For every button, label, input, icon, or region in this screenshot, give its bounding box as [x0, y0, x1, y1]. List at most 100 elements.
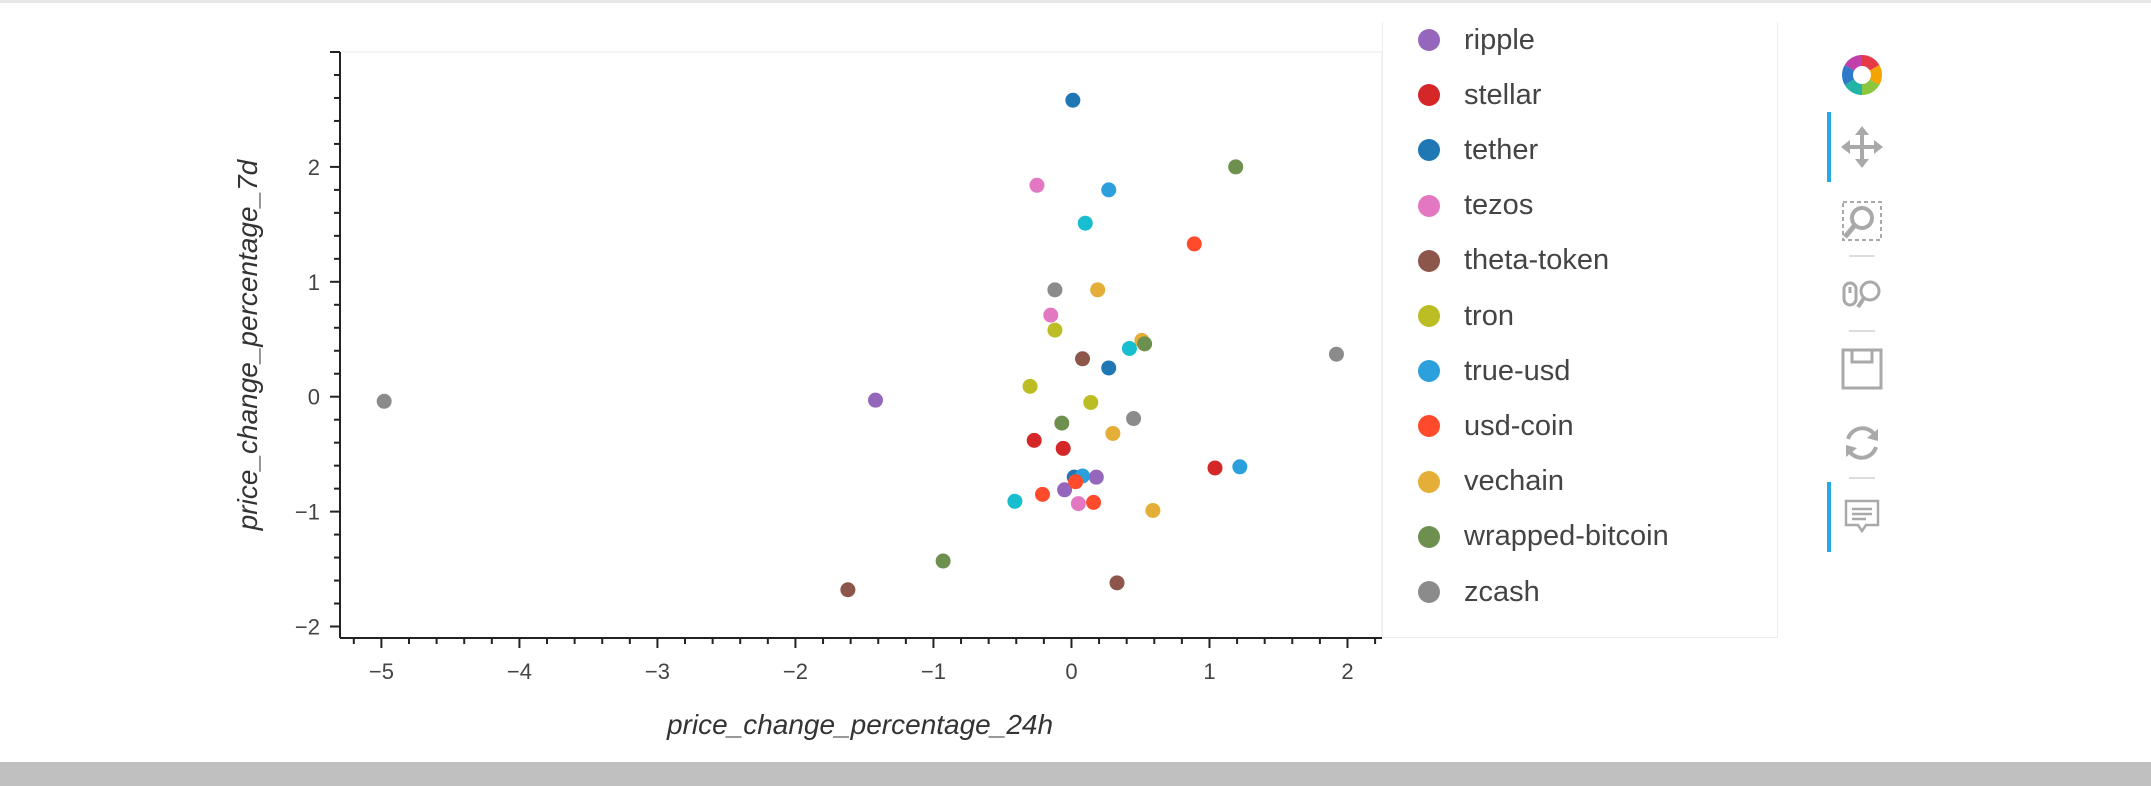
data-point[interactable] [1101, 360, 1117, 376]
legend-label: true-usd [1464, 354, 1571, 387]
legend-label: theta-token [1464, 244, 1610, 277]
legend-item[interactable]: stellar [1383, 75, 1541, 115]
data-point[interactable] [1207, 460, 1223, 476]
data-point[interactable] [1145, 502, 1161, 518]
x-tick-label: 2 [1341, 659, 1353, 684]
x-axis-label: price_change_percentage_24h [666, 709, 1053, 740]
reset-tool[interactable] [1822, 408, 1902, 478]
legend-swatch [1418, 305, 1440, 327]
legend-swatch [1418, 249, 1440, 272]
y-axis-label: price_change_percentage_7d [232, 158, 263, 531]
data-point[interactable] [1029, 177, 1045, 193]
legend-label: tezos [1464, 189, 1534, 222]
legend-label: vechain [1464, 465, 1564, 498]
legend-label: stellar [1464, 78, 1542, 111]
data-point[interactable] [1047, 282, 1063, 298]
data-point[interactable] [1105, 425, 1121, 441]
box-zoom-icon [1840, 199, 1884, 243]
legend-item[interactable]: tron [1383, 296, 1514, 336]
data-point[interactable] [1137, 336, 1153, 352]
data-point[interactable] [1070, 496, 1086, 512]
bokeh-logo-icon [1838, 51, 1886, 99]
x-tick-label: −3 [645, 659, 670, 684]
data-point[interactable] [1065, 92, 1081, 108]
data-point[interactable] [1228, 159, 1244, 175]
legend-item[interactable]: wrapped-bitcoin [1383, 517, 1669, 557]
top-rule [0, 0, 2151, 3]
pan-icon [1840, 125, 1884, 169]
legend-item[interactable]: tezos [1383, 186, 1533, 226]
data-point[interactable] [1022, 378, 1038, 394]
data-point[interactable] [867, 392, 883, 408]
legend-label: tether [1464, 133, 1539, 166]
legend-item[interactable]: vechain [1383, 462, 1564, 502]
data-point[interactable] [1068, 474, 1084, 490]
y-tick-label: 2 [308, 155, 320, 180]
save-tool[interactable] [1822, 334, 1902, 404]
y-tick-label: −2 [295, 615, 320, 640]
legend-label: wrapped-bitcoin [1464, 520, 1669, 553]
data-point[interactable] [1034, 486, 1050, 502]
y-tick-label: −1 [295, 500, 320, 525]
x-tick-label: −1 [921, 659, 946, 684]
data-point[interactable] [1086, 494, 1102, 510]
bokeh-logo-tool[interactable] [1822, 40, 1902, 110]
data-point[interactable] [1328, 346, 1344, 362]
data-point[interactable] [1232, 459, 1248, 475]
data-point[interactable] [1043, 307, 1059, 323]
data-point[interactable] [1109, 575, 1125, 591]
legend-item[interactable]: true-usd [1383, 351, 1570, 391]
legend-label: usd-coin [1464, 409, 1574, 442]
pan-tool[interactable] [1822, 112, 1902, 182]
wheel-zoom-tool[interactable] [1822, 260, 1902, 330]
legend-label: ripple [1464, 23, 1535, 56]
hover-tool[interactable] [1822, 482, 1902, 552]
data-point[interactable] [1126, 411, 1142, 427]
data-point[interactable] [1101, 182, 1117, 198]
legend-item[interactable]: zcash [1383, 572, 1540, 612]
data-point[interactable] [1007, 493, 1023, 509]
data-point[interactable] [1047, 322, 1063, 338]
legend-swatch [1418, 525, 1440, 548]
data-point[interactable] [1075, 351, 1091, 367]
data-point[interactable] [1026, 432, 1042, 448]
legend-item[interactable]: tether [1383, 130, 1538, 170]
data-point[interactable] [376, 393, 392, 409]
toolbar-separator [1849, 330, 1875, 332]
data-points [376, 92, 1344, 598]
save-icon [1840, 347, 1884, 391]
data-point[interactable] [935, 553, 951, 569]
data-point[interactable] [1055, 440, 1071, 456]
toolbar-separator [1849, 477, 1875, 479]
hover-icon [1840, 495, 1884, 539]
legend-swatch [1418, 194, 1440, 217]
data-point[interactable] [1088, 469, 1104, 485]
x-axis: −5 −4 −3 −2 −1 0 1 2 [340, 637, 1382, 684]
legend-swatch [1418, 470, 1440, 493]
legend-item[interactable]: theta-token [1383, 241, 1609, 281]
y-tick-label: 0 [308, 385, 320, 410]
box-zoom-tool[interactable] [1822, 186, 1902, 256]
toolbar [1822, 40, 1902, 560]
x-tick-label: −5 [369, 659, 394, 684]
data-point[interactable] [1083, 394, 1099, 410]
legend-item[interactable]: ripple [1383, 22, 1535, 60]
legend-item[interactable]: usd-coin [1383, 406, 1574, 446]
reset-icon [1840, 421, 1884, 465]
data-point[interactable] [1054, 415, 1070, 431]
legend-label: tron [1464, 299, 1514, 332]
scatter-plot[interactable]: −5 −4 −3 −2 −1 0 1 2 −2 −1 0 1 2 price_change_perce… [0, 0, 1400, 760]
legend-swatch [1418, 581, 1440, 603]
x-tick-label: 0 [1065, 659, 1077, 684]
data-point[interactable] [1121, 340, 1137, 356]
legend-swatch [1418, 139, 1440, 162]
y-axis: −2 −1 0 1 2 [295, 51, 341, 640]
toolbar-separator [1849, 255, 1875, 257]
data-point[interactable] [1186, 236, 1202, 252]
data-point[interactable] [1090, 282, 1106, 298]
plot-frame [339, 51, 1383, 639]
data-point[interactable] [840, 582, 856, 598]
legend-swatch [1418, 29, 1440, 51]
data-point[interactable] [1077, 215, 1093, 231]
data-point[interactable] [1057, 482, 1073, 498]
